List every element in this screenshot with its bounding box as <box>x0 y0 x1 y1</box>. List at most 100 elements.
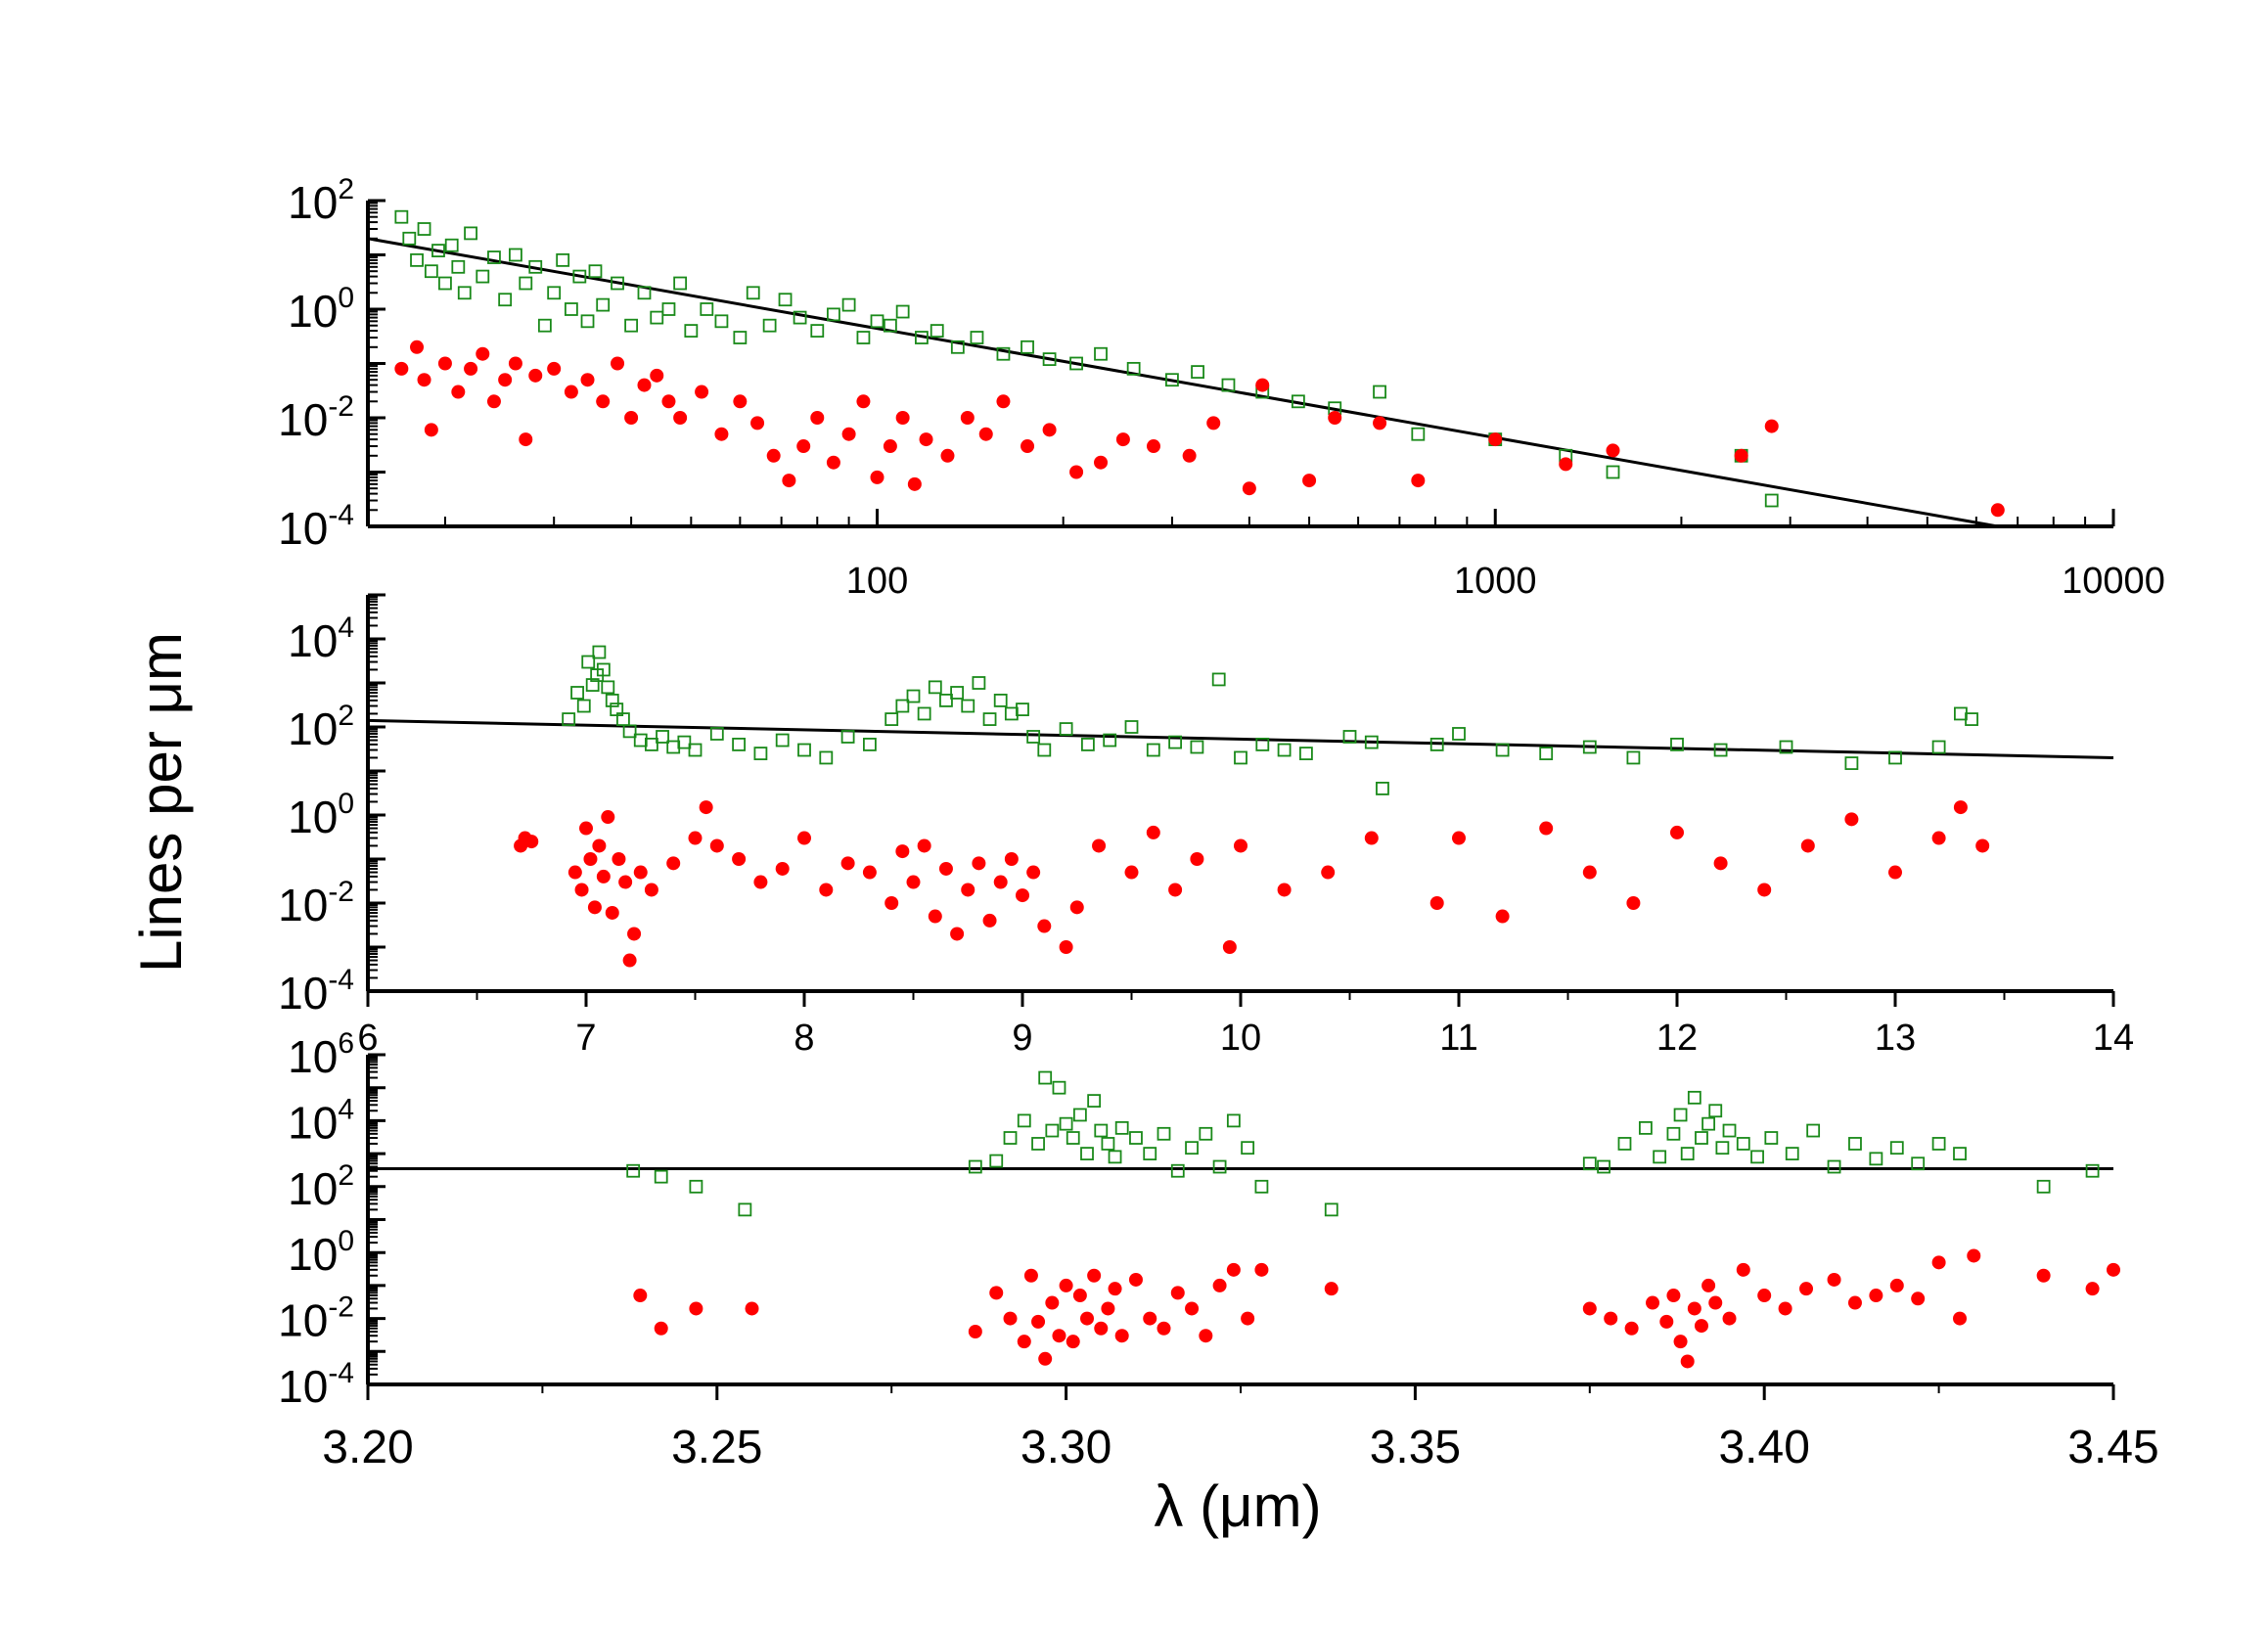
data-point-square <box>1021 340 1034 354</box>
data-point-circle <box>1708 1295 1723 1310</box>
y-tick-exponent: 2 <box>338 173 354 205</box>
data-point-square <box>1146 743 1160 757</box>
data-point-circle <box>982 913 997 928</box>
data-point-circle <box>464 361 478 376</box>
data-point-circle <box>699 800 713 815</box>
green-square-series <box>562 645 1978 795</box>
data-point-square <box>1094 1123 1109 1138</box>
data-point-square <box>394 209 409 224</box>
x-tick-label: 100 <box>846 561 908 602</box>
data-point-circle <box>993 875 1008 889</box>
x-tick-label: 3.45 <box>2067 1422 2158 1473</box>
data-point-circle <box>1694 1319 1708 1334</box>
data-point-square <box>1373 385 1386 399</box>
data-point-square <box>1042 352 1057 367</box>
data-point-square <box>1931 740 1946 754</box>
data-point-square <box>1004 706 1019 721</box>
data-point-circle <box>1800 838 1815 853</box>
data-point-circle <box>1931 1255 1946 1270</box>
data-point-square <box>585 678 600 692</box>
x-tick-label: 11 <box>1439 1018 1477 1059</box>
data-point-square <box>762 318 777 333</box>
data-point-square <box>1072 1108 1087 1122</box>
data-point-circle <box>732 852 747 866</box>
data-point-circle <box>1328 411 1342 425</box>
data-point-square <box>1211 672 1226 687</box>
fit-line <box>367 718 2114 759</box>
data-point-circle <box>2085 1282 2100 1296</box>
data-point-square <box>746 286 760 300</box>
data-point-circle <box>1157 1321 1171 1336</box>
y-tick-base: 10 <box>288 1097 338 1148</box>
y-tick-base: 10 <box>278 1361 328 1412</box>
data-point-circle <box>1495 909 1510 924</box>
data-point-circle <box>1324 1282 1338 1296</box>
data-point-circle <box>1673 1335 1688 1349</box>
data-point-circle <box>1847 1295 1862 1310</box>
data-point-square <box>840 730 855 744</box>
data-point-square <box>1143 1147 1157 1160</box>
data-point-square <box>519 276 533 291</box>
data-point-square <box>626 1163 641 1178</box>
data-point-square <box>1003 1131 1018 1145</box>
data-point-circle <box>1212 1278 1227 1292</box>
data-point-circle <box>567 865 582 880</box>
data-point-square <box>972 676 986 690</box>
data-point-circle <box>1844 812 1859 827</box>
data-point-circle <box>583 852 598 866</box>
data-point-square <box>1052 1080 1066 1095</box>
data-point-square <box>753 747 768 760</box>
data-point-square <box>827 307 840 322</box>
data-point-circle <box>1069 900 1084 915</box>
data-point-circle <box>1241 1311 1255 1326</box>
data-point-circle <box>1666 1289 1681 1303</box>
data-point-circle <box>1115 432 1130 447</box>
data-point-circle <box>1094 1321 1109 1336</box>
data-point-circle <box>528 368 543 383</box>
data-point-circle <box>907 476 922 491</box>
data-point-square <box>633 733 648 748</box>
x-tick-label: 7 <box>575 1018 596 1059</box>
data-point-square <box>863 738 877 751</box>
data-point-square <box>1673 1108 1688 1122</box>
y-tick-label: 102 <box>288 700 354 754</box>
data-point-square <box>895 699 910 713</box>
data-point-square <box>1016 702 1029 716</box>
data-point-circle <box>1052 1329 1066 1343</box>
data-point-square <box>402 231 417 246</box>
data-point-square <box>645 738 658 751</box>
data-point-square <box>498 293 513 307</box>
data-point-circle <box>547 361 562 376</box>
data-point-circle <box>574 883 589 897</box>
data-point-circle <box>870 470 885 484</box>
data-point-circle <box>917 838 931 853</box>
x-tick-label: 8 <box>794 1018 814 1059</box>
data-point-circle <box>1226 1262 1241 1277</box>
data-point-circle <box>1042 423 1057 437</box>
data-point-square <box>1101 1137 1115 1151</box>
data-point-square <box>417 222 431 236</box>
data-point-circle <box>601 810 615 825</box>
data-point-square <box>1364 735 1379 749</box>
data-point-circle <box>961 883 975 897</box>
data-point-square <box>1779 740 1793 754</box>
data-point-circle <box>1701 1278 1716 1292</box>
data-point-circle <box>612 852 626 866</box>
data-point-square <box>666 740 681 754</box>
data-point-circle <box>940 448 955 463</box>
data-point-square <box>709 727 724 741</box>
data-point-circle <box>1026 865 1041 880</box>
data-point-circle <box>633 1289 648 1303</box>
data-point-circle <box>1757 1289 1772 1303</box>
data-point-circle <box>1146 439 1160 454</box>
y-tick-label: 10-4 <box>278 499 354 554</box>
data-point-square <box>444 238 459 252</box>
data-point-square <box>1124 720 1139 734</box>
data-point-circle <box>1087 1268 1102 1283</box>
data-point-circle <box>1094 455 1109 470</box>
data-point-square <box>778 293 793 307</box>
data-point-square <box>1495 743 1510 757</box>
data-point-square <box>1695 1131 1708 1145</box>
data-point-square <box>797 743 811 757</box>
data-point-square <box>1114 1120 1129 1135</box>
